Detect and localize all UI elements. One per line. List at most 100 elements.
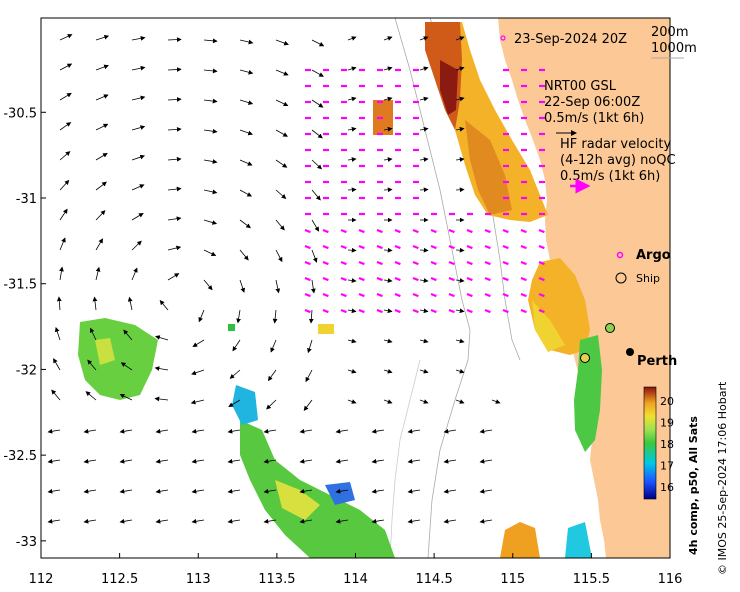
model-current-arrow (311, 159, 322, 170)
model-current-arrow (305, 369, 313, 383)
model-current-arrow (59, 266, 64, 281)
hf-radar-arrow (502, 308, 509, 314)
model-current-arrow (167, 126, 182, 132)
model-current-arrow (51, 389, 61, 401)
model-current-arrow (203, 279, 213, 291)
model-current-arrow (407, 458, 421, 464)
model-current-arrow (90, 327, 97, 341)
argo-legend-label: Argo (636, 248, 671, 263)
hf-radar-arrow (430, 228, 437, 234)
model-current-arrow (383, 399, 393, 404)
model-current-arrow (119, 518, 133, 524)
hf-radar-arrow (394, 308, 401, 314)
sst-bottom-cyan (565, 522, 592, 558)
hf-radar-arrow (448, 244, 455, 250)
hf-radar-arrow (484, 244, 491, 250)
model-current-arrow (232, 339, 241, 352)
hf-radar-arrow (340, 308, 347, 314)
hf-radar-arrow (538, 308, 545, 314)
model-current-arrow (95, 238, 103, 251)
lon-tick-label: 114.5 (416, 572, 453, 587)
sst-north-core (440, 60, 458, 115)
model-current-arrow (419, 96, 429, 102)
hf-radar-arrow (322, 276, 329, 282)
hf-radar-arrow (304, 260, 311, 266)
model-current-arrow (491, 399, 501, 404)
model-current-arrow (191, 458, 205, 464)
model-current-arrow (131, 95, 146, 101)
model-current-arrow (239, 189, 253, 197)
model-current-arrows (47, 34, 501, 524)
model-current-arrow (347, 66, 357, 72)
sst-north-orange (465, 120, 512, 215)
lon-tick-label: 115 (500, 572, 525, 587)
hf-title: HF radar velocity (560, 137, 672, 152)
model-current-arrow (347, 399, 357, 404)
model-time: 22-Sep 06:00Z (544, 95, 640, 110)
model-current-arrow (167, 245, 182, 251)
model-current-arrow (154, 366, 169, 371)
longitude-ticks: 112 112.5 113 113.5 114 114.5 115 115.5 116 (29, 553, 682, 587)
model-current-arrow (383, 308, 393, 314)
model-current-arrow (311, 39, 325, 47)
model-current-arrow (131, 240, 142, 251)
model-current-arrow (311, 249, 318, 263)
hf-radar-arrow (340, 260, 347, 266)
lon-tick-label: 114 (343, 572, 368, 587)
hf-radar-arrow (502, 244, 509, 250)
hf-radar-arrow (376, 244, 383, 250)
model-current-arrow (275, 189, 287, 200)
model-title: NRT00 GSL (544, 79, 617, 94)
hf-radar-arrow (538, 292, 545, 298)
model-current-arrow (419, 66, 429, 72)
hf-sub: (4-12h avg) noQC (560, 153, 676, 168)
model-current-arrow (47, 458, 61, 464)
model-current-arrow (229, 369, 241, 379)
model-current-arrow (443, 518, 457, 524)
model-current-arrow (59, 63, 73, 71)
model-current-arrow (83, 488, 97, 494)
model-current-arrow (335, 488, 349, 494)
sst-south-patch (240, 420, 395, 558)
hf-radar-arrow (412, 276, 419, 282)
model-current-arrow (455, 66, 465, 72)
model-current-arrow (85, 391, 97, 401)
model-current-arrow (299, 488, 313, 494)
hf-radar-arrow (484, 260, 491, 266)
model-current-arrow (203, 98, 218, 104)
model-current-arrow (203, 159, 218, 164)
lon-tick-label: 112 (29, 572, 54, 587)
hf-radar-arrow (340, 276, 347, 282)
hf-radar-arrow (520, 308, 527, 314)
model-current-arrow (155, 488, 169, 494)
model-current-arrow (83, 428, 97, 434)
hf-radar-arrow (376, 228, 383, 234)
hf-radar-arrow (376, 276, 383, 282)
model-current-arrow (95, 210, 106, 221)
hf-radar-arrow (466, 308, 473, 314)
lon-tick-label: 113.5 (258, 572, 295, 587)
station-marker-2 (580, 353, 590, 363)
model-current-arrow (239, 69, 254, 75)
model-current-arrow (239, 159, 253, 166)
hf-radar-arrow (412, 308, 419, 314)
model-current-arrow (347, 338, 357, 344)
model-current-arrow (167, 273, 180, 281)
model-current-arrow (191, 518, 205, 524)
model-current-arrow (239, 279, 246, 293)
model-current-arrow (95, 152, 108, 161)
hf-radar-arrow (358, 228, 365, 234)
model-current-arrow (167, 67, 182, 72)
model-current-arrow (203, 68, 218, 74)
model-current-arrow (383, 278, 393, 283)
model-current-arrow (123, 329, 133, 341)
hf-radar-arrow (376, 308, 383, 314)
hf-radar-arrow (304, 244, 311, 250)
sst-west-patch (78, 318, 158, 400)
hf-radar-arrow (520, 276, 527, 282)
credit-text: © IMOS 25-Sep-2024 17:06 Hobart (716, 381, 729, 575)
hf-radar-arrow (502, 276, 509, 282)
hf-radar-arrow (502, 292, 509, 298)
model-current-arrow (59, 237, 66, 251)
model-current-arrow (227, 428, 241, 434)
